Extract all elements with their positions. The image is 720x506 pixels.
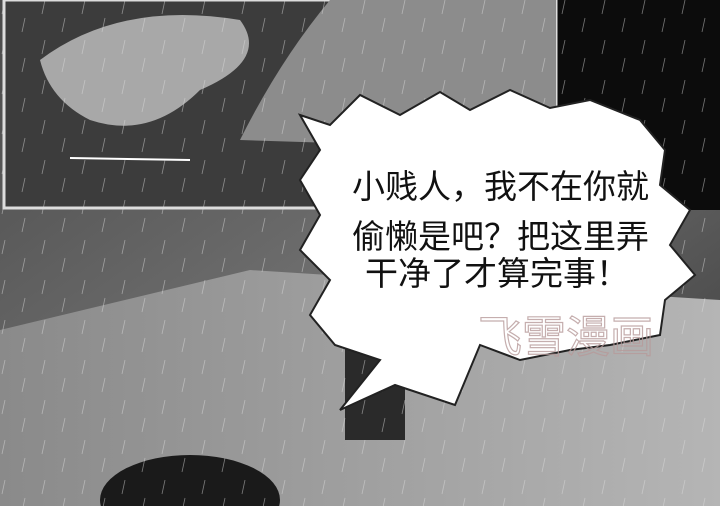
bubble-line: 偷懒是吧？把这里弄 [352,217,649,256]
watermark: 飞雪漫画 [478,312,654,363]
bubble-line: 小贱人，我不在你就 [352,167,649,206]
bubble-line: 干净了才算完事！ [365,254,629,293]
speech-bubble [297,88,697,411]
